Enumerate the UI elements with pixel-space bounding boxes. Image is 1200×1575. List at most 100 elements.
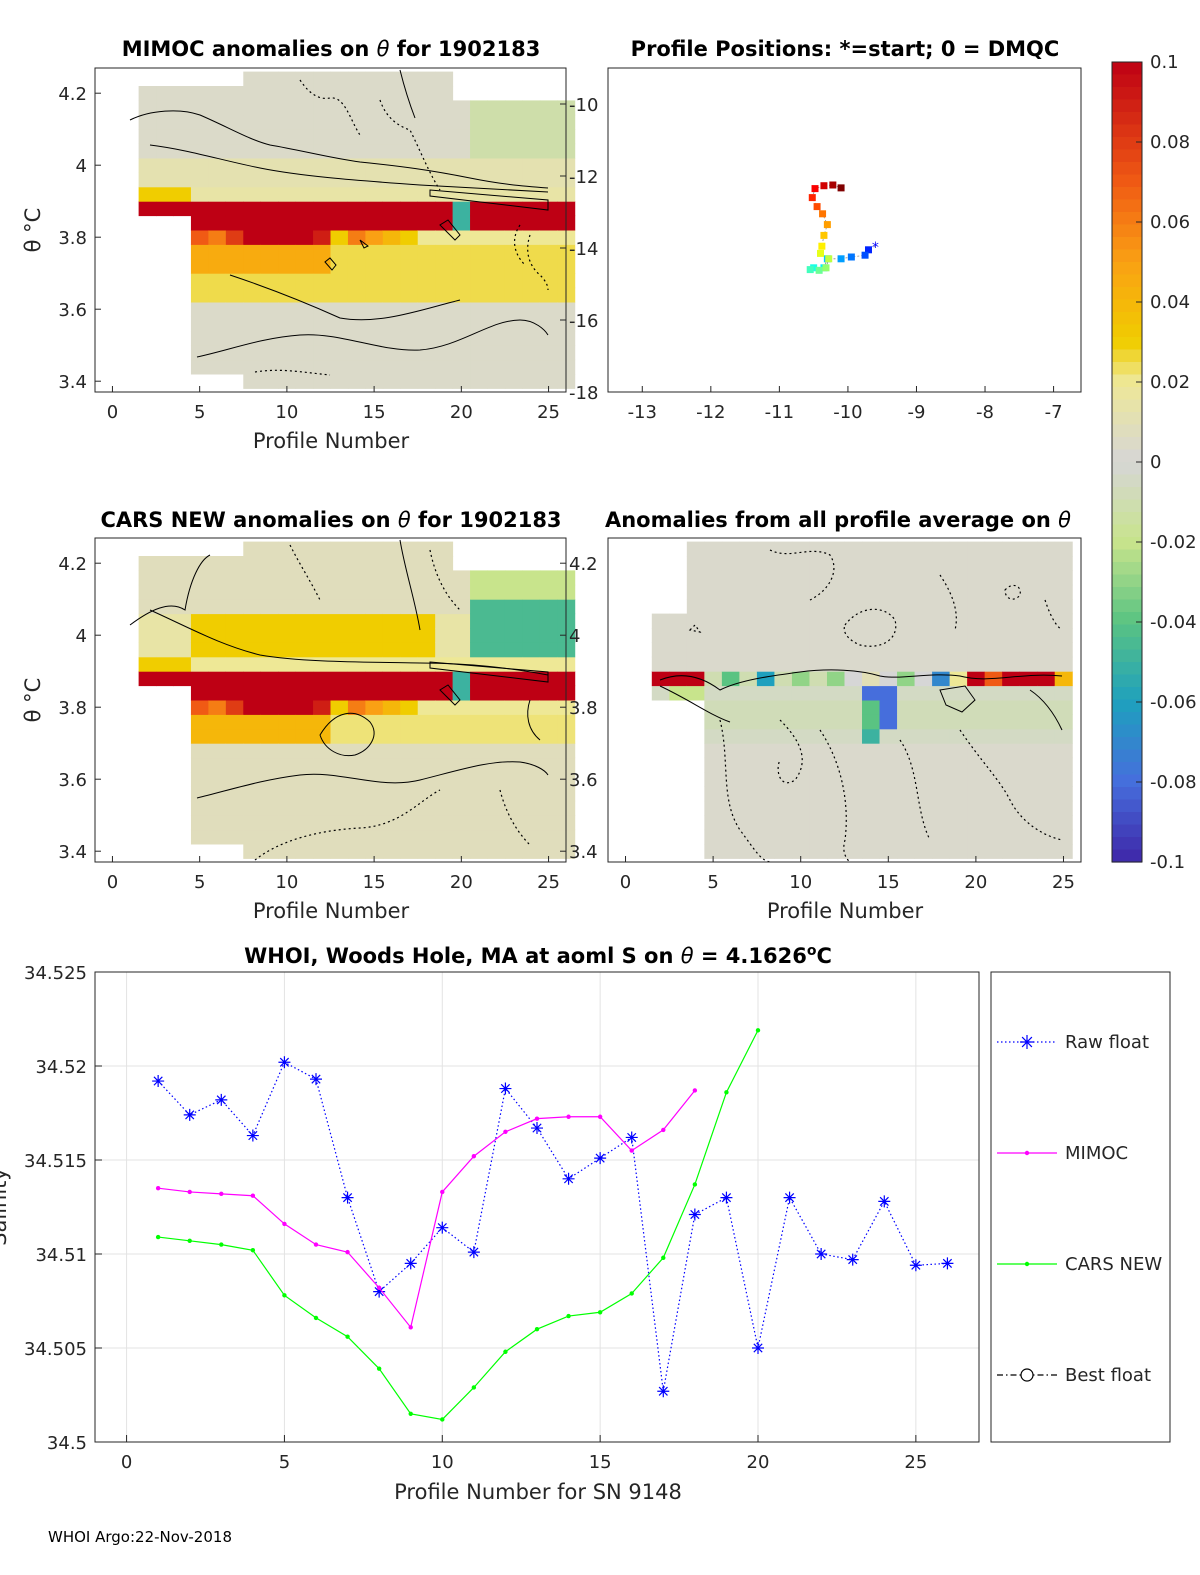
heatmap-cell [313,71,331,87]
heatmap-cell [313,685,331,701]
heatmap-cell [470,815,488,831]
data-point [661,1255,666,1260]
heatmap-cell [400,786,419,802]
x-tick-label: 5 [279,1452,290,1473]
heatmap-cell [260,714,279,730]
heatmap-cell [347,215,366,231]
colorbar-cell [1112,187,1142,201]
heatmap-cell [739,613,758,629]
heatmap-cell [504,374,523,389]
heatmap-cell [347,829,366,845]
heatmap-cell [313,273,331,289]
heatmap-cell [1054,671,1073,687]
heatmap-cell [243,599,262,615]
heatmap-cell [400,273,419,289]
x-tick-label: 15 [877,872,900,893]
heatmap-cell [435,570,454,586]
colorbar-cell [1112,212,1142,226]
heatmap-cell [487,642,506,658]
heatmap-cell [400,628,419,643]
heatmap-cell [721,541,740,557]
heatmap-cell [879,714,898,730]
heatmap-cell [225,302,244,317]
heatmap-cell [704,714,723,730]
heatmap-cell [504,172,523,188]
heatmap-cell [138,158,157,173]
colorbar-cell [1112,199,1142,213]
heatmap-cell [756,671,775,687]
heatmap-cell [417,244,436,260]
heatmap-cell [435,129,454,145]
heatmap-cell [417,100,436,116]
heatmap-cell [365,656,384,672]
heatmap-cell [435,829,454,845]
heatmap-cell [208,345,227,361]
heatmap-cell [138,143,157,159]
heatmap-cell [721,829,740,845]
heatmap-cell [984,829,1003,845]
heatmap-cell [721,786,740,802]
heatmap-cell [208,129,227,145]
allavg-title-a: Anomalies from all profile average on [605,508,1058,532]
heatmap-cell [225,287,244,303]
heatmap-cell [260,786,279,802]
heatmap-cell [721,714,740,730]
heatmap-cell [862,772,881,787]
salinity-xlabel: Profile Number for SN 9148 [394,1480,682,1504]
heatmap-cell [347,556,366,571]
heatmap-cell [879,844,898,859]
y-tick-label: -12 [569,167,598,188]
heatmap-cell [897,700,916,715]
salinity-title-b: = 4.1626 [694,944,807,968]
heatmap-cell [313,114,331,130]
heatmap-cell [1054,829,1073,845]
colorbar-cell [1112,712,1142,726]
heatmap-cell [984,613,1003,629]
heatmap-cell [739,671,758,687]
heatmap-cell [260,186,279,202]
heatmap-cell [347,757,366,773]
heatmap-cell [539,743,558,759]
heatmap-cell [897,642,916,658]
heatmap-cell [1019,685,1038,701]
heatmap-cell [1054,570,1073,586]
heatmap-cell [382,628,401,643]
heatmap-cell [967,599,986,615]
heatmap-cell [138,671,157,687]
heatmap-cell [984,700,1003,715]
heatmap-cell [487,359,506,375]
heatmap-cell [452,215,471,231]
data-point [219,1242,224,1247]
heatmap-cell [138,100,157,116]
heatmap-cell [504,114,523,130]
heatmap-cell [522,570,541,586]
heatmap-cell [278,158,297,173]
heatmap-cell [243,71,262,87]
colorbar-cell [1112,687,1142,701]
heatmap-cell [173,201,192,217]
heatmap-cell [313,570,331,586]
heatmap-cell [382,359,401,375]
heatmap-cell [809,685,828,701]
heatmap-cell [382,316,401,332]
heatmap-cell [826,584,845,600]
heatmap-cell [774,613,793,629]
x-tick-label: 0 [107,402,118,423]
heatmap-cell [504,628,523,643]
heatmap-cell [417,772,436,787]
heatmap-cell [365,628,384,643]
heatmap-cell [400,330,419,346]
heatmap-cell [756,800,775,816]
heatmap-cell [173,613,192,629]
heatmap-cell [651,656,670,672]
heatmap-cell [138,201,157,217]
legend-marker [1024,1150,1030,1156]
y-tick-label: 4 [76,626,87,647]
heatmap-cell [756,570,775,586]
heatmap-cell [260,114,279,130]
heatmap-cell [382,541,401,557]
heatmap-cell [400,86,419,101]
heatmap-cell [932,570,951,586]
heatmap-cell [400,71,419,87]
heatmap-cell [949,656,968,672]
